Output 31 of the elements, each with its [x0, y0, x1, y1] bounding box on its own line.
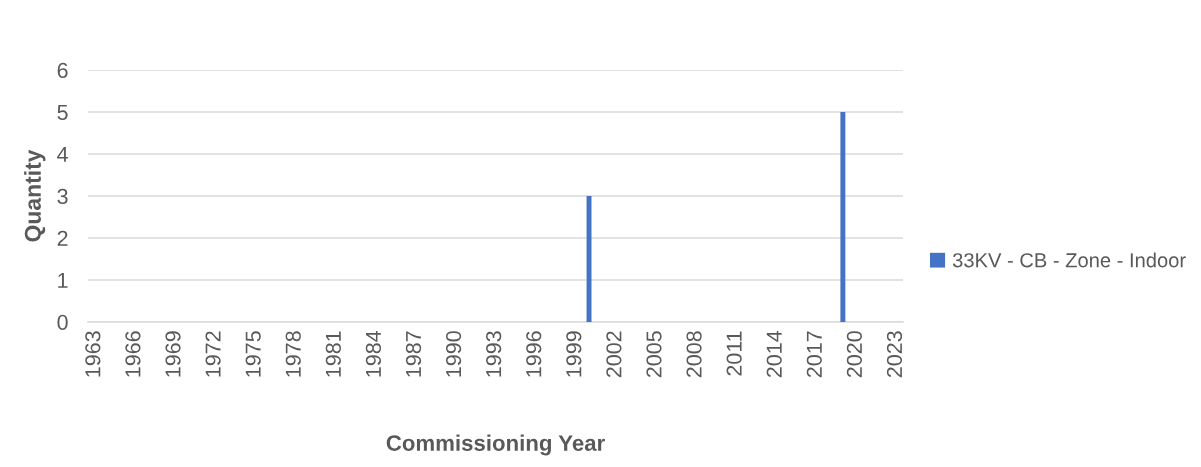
x-tick-label: 1966: [125, 331, 141, 377]
x-tick-label: 1972: [205, 331, 221, 377]
legend-label: 33KV - CB - Zone - Indoor: [952, 252, 1186, 268]
x-tick-label: 1978: [285, 331, 301, 377]
x-tick-label: 1975: [245, 331, 261, 377]
y-tick-label: 4: [57, 146, 68, 162]
x-tick-label: 2020: [846, 331, 863, 378]
x-tick-label: 1996: [526, 331, 542, 377]
x-tick-label: 2005: [646, 331, 662, 378]
x-tick-label: 2011: [726, 331, 742, 376]
y-axis-title: Quantity: [24, 149, 46, 242]
x-tick-label: 1999: [566, 331, 582, 377]
x-tick-label: 2008: [686, 331, 702, 378]
y-tick-label: 6: [57, 62, 68, 79]
x-tick-label: 2014: [766, 330, 782, 378]
y-tick-label: 5: [57, 104, 68, 121]
x-tick-label: 1984: [365, 330, 382, 377]
x-tick-label: 2002: [606, 331, 622, 378]
x-tick-label: 2017: [806, 331, 822, 378]
x-tick-label: 1963: [85, 331, 101, 377]
x-tick-label: 1969: [165, 331, 181, 377]
y-tick-label: 3: [57, 188, 68, 205]
x-tick-label: 1987: [405, 331, 422, 377]
x-axis-title: Commissioning Year: [386, 434, 605, 456]
y-tick-label: 2: [57, 230, 68, 246]
x-tick-label: 1990: [445, 331, 462, 377]
y-tick-label: 1: [58, 272, 68, 288]
x-tick-label: 1981: [325, 331, 341, 377]
x-tick-label: 1993: [486, 331, 502, 377]
x-tick-label: 2023: [886, 331, 903, 378]
y-tick-label: 0: [57, 314, 68, 331]
